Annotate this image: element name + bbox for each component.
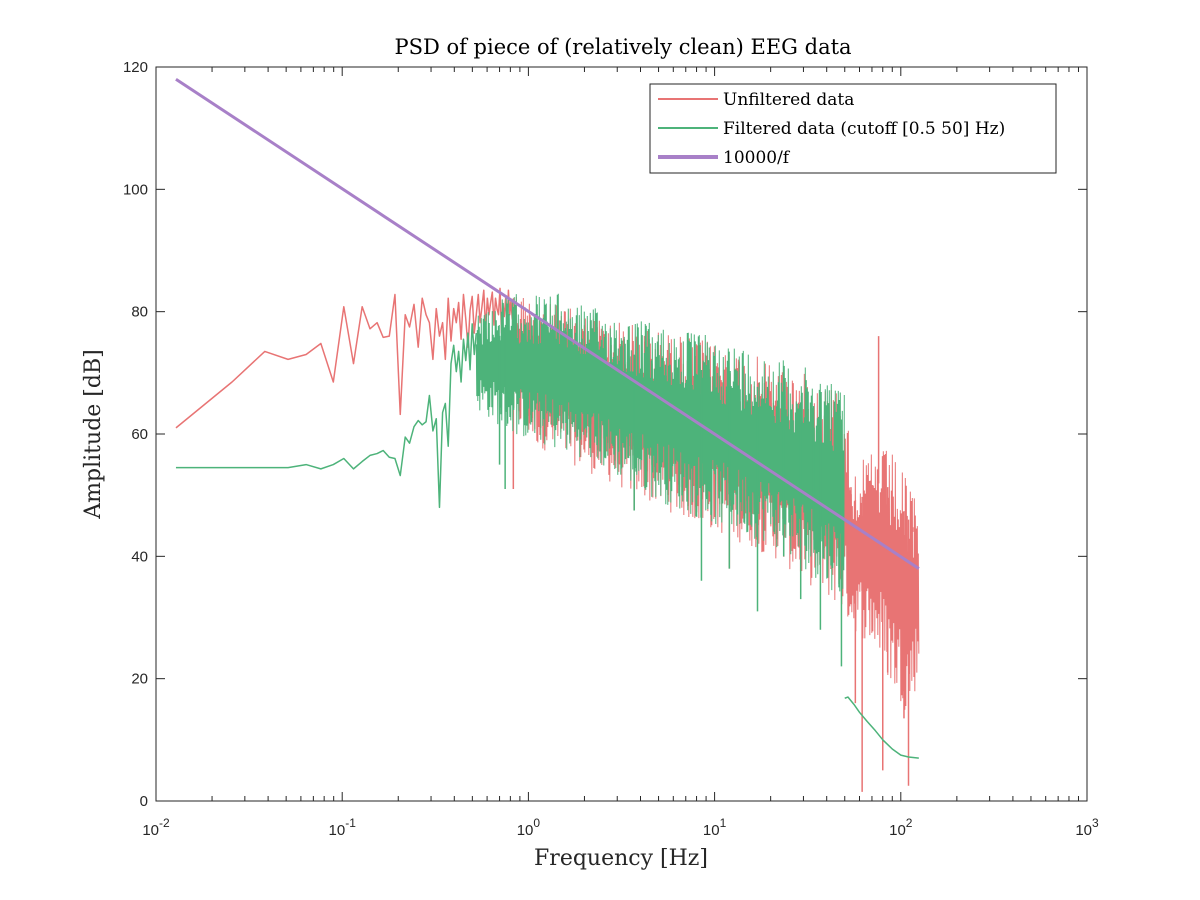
x-tick-label: 103 [1075,816,1099,839]
y-tick-label: 120 [123,59,148,76]
legend-item-reference-label: 10000/f [723,148,791,168]
y-tick-label: 60 [131,426,148,443]
y-axis-label: Amplitude [dB] [81,349,106,519]
tick-layer: 0 20 40 60 80 100 120 10-2 10-1 100 101 102 103 [123,59,1099,839]
y-tick-label: 100 [123,181,148,198]
y-tick-label: 40 [131,548,148,565]
filtered-series-band [475,293,845,667]
reference-series-line [175,77,920,570]
unfiltered-series-line [175,287,515,429]
series-layer [175,77,920,792]
x-tick-label: 10-1 [329,816,357,839]
x-tick-label: 101 [703,816,727,839]
y-tick-label: 20 [131,671,148,688]
filtered-series-tail [844,696,919,759]
x-axis-label: Frequency [Hz] [534,846,708,871]
filtered-series-line [175,323,478,509]
chart-title: PSD of piece of (relatively clean) EEG d… [394,35,851,59]
y-tick-label: 80 [131,304,148,321]
x-tick-label: 10-2 [142,816,170,839]
x-tick-label: 102 [889,816,913,839]
legend-item-unfiltered-label: Unfiltered data [723,90,854,110]
legend-item-filtered-label: Filtered data (cutoff [0.5 50] Hz) [723,119,1005,139]
y-tick-label: 0 [140,793,148,810]
x-tick-label: 100 [517,816,541,839]
legend: Unfiltered data Filtered data (cutoff [0.… [649,83,1057,174]
